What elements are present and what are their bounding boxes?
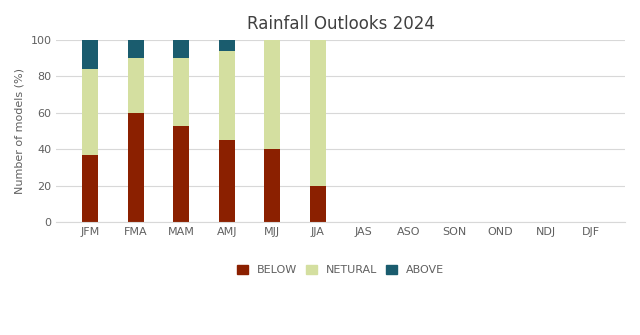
Bar bbox=[264, 40, 280, 149]
Bar bbox=[128, 40, 144, 58]
Y-axis label: Number of models (%): Number of models (%) bbox=[15, 68, 25, 194]
Bar bbox=[310, 40, 326, 186]
Bar bbox=[83, 69, 98, 155]
Legend: BELOW, NETURAL, ABOVE: BELOW, NETURAL, ABOVE bbox=[232, 260, 449, 279]
Bar bbox=[128, 58, 144, 113]
Bar bbox=[219, 140, 235, 222]
Bar bbox=[173, 58, 189, 126]
Bar bbox=[310, 186, 326, 222]
Bar bbox=[219, 51, 235, 140]
Bar bbox=[219, 40, 235, 51]
Title: Rainfall Outlooks 2024: Rainfall Outlooks 2024 bbox=[247, 15, 435, 33]
Bar bbox=[83, 155, 98, 222]
Bar bbox=[264, 149, 280, 222]
Bar bbox=[83, 40, 98, 69]
Bar bbox=[173, 40, 189, 58]
Bar bbox=[128, 113, 144, 222]
Bar bbox=[173, 126, 189, 222]
